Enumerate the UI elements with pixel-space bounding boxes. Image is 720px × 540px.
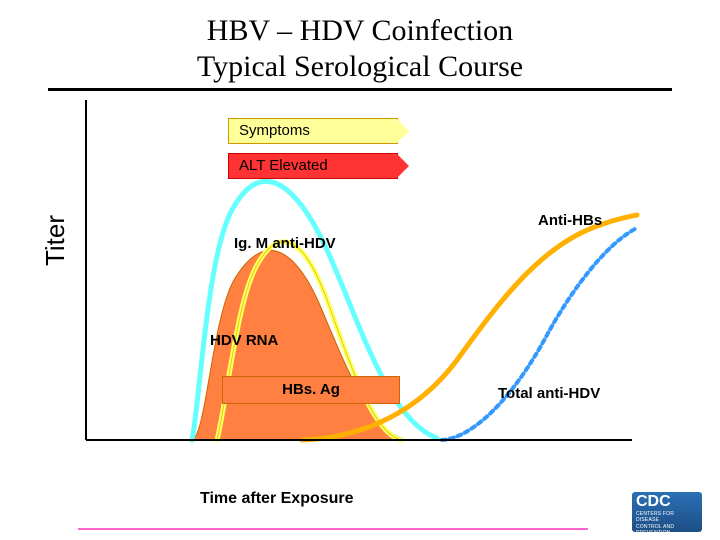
label-hbsag: HBs. Ag — [222, 376, 400, 404]
x-axis-label: Time after Exposure — [200, 490, 354, 508]
label-hdv-rna: HDV RNA — [210, 332, 278, 349]
cdc-logo-sub2: CONTROL AND PREVENTION — [636, 525, 698, 536]
label-anti-hbs: Anti-HBs — [538, 212, 602, 229]
y-axis-label: Titer — [40, 215, 71, 266]
cdc-logo-main: CDC — [636, 493, 671, 510]
cdc-logo: CDC CENTERS FOR DISEASE CONTROL AND PREV… — [632, 492, 702, 532]
title-underline — [48, 88, 672, 91]
flag-alt-elevated: ALT Elevated — [228, 153, 398, 179]
flag-symptoms: Symptoms — [228, 118, 398, 144]
title-line-1: HBV – HDV Coinfection — [0, 14, 720, 48]
title-line-2: Typical Serological Course — [0, 50, 720, 84]
cdc-logo-sub1: CENTERS FOR DISEASE — [636, 512, 698, 523]
footer-accent-bar — [78, 528, 588, 530]
label-igm-antihdv: Ig. M anti-HDV — [234, 235, 336, 252]
label-total-antihdv: Total anti-HDV — [498, 385, 600, 402]
